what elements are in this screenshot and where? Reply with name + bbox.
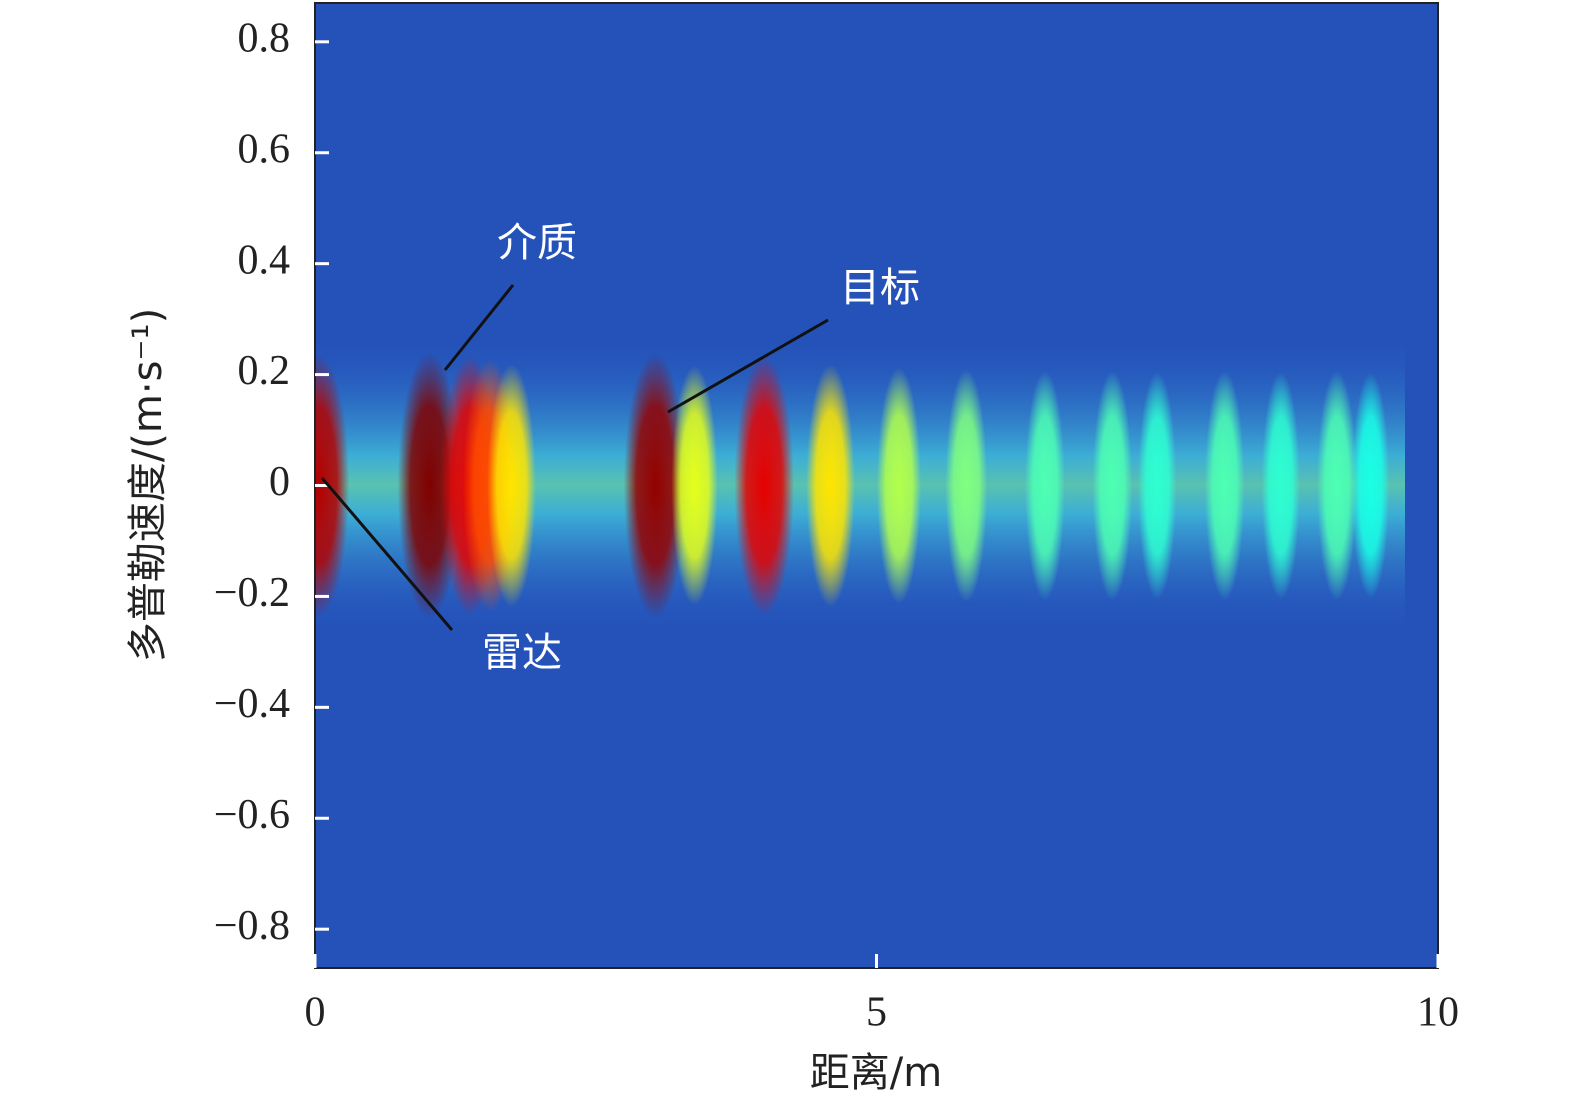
x-tick-label: 0 xyxy=(305,990,326,1036)
heat-stripe xyxy=(945,369,988,602)
annotation: 雷达 xyxy=(482,630,562,676)
annotation-leader xyxy=(320,477,454,631)
heat-stripe xyxy=(876,367,922,604)
heat-stripe xyxy=(315,354,350,617)
heat-stripe xyxy=(487,364,536,607)
heat-stripe xyxy=(1261,371,1301,600)
plot-area xyxy=(315,3,1438,968)
heat-stripe xyxy=(1204,370,1245,601)
annotation-leader xyxy=(443,284,515,371)
heat-stripe xyxy=(1138,371,1177,600)
y-tick-label: −0.2 xyxy=(214,570,290,616)
heat-stripe xyxy=(806,364,855,607)
heat-stripe xyxy=(1317,370,1357,601)
y-tick-label: 0.6 xyxy=(238,126,291,172)
y-axis-label: 多普勒速度/(m·s⁻¹) xyxy=(125,308,171,662)
annotation-leader xyxy=(667,318,829,414)
heat-stripe xyxy=(1351,372,1390,599)
y-tick-label: −0.4 xyxy=(214,681,290,727)
y-tick-label: 0.8 xyxy=(238,15,291,61)
heat-stripe xyxy=(1025,370,1065,601)
y-tick-label: 0 xyxy=(269,459,290,505)
y-tick-label: −0.8 xyxy=(214,903,290,949)
annotation: 介质 xyxy=(497,220,577,266)
heat-stripe xyxy=(671,365,718,606)
y-tick-label: 0.2 xyxy=(238,348,291,394)
heat-stripe xyxy=(1092,370,1133,601)
heat-stripe xyxy=(734,355,794,616)
x-tick-label: 5 xyxy=(866,990,887,1036)
x-axis-label: 距离/m xyxy=(810,1050,942,1096)
y-tick-label: 0.4 xyxy=(238,237,291,283)
heat-stripe xyxy=(623,353,687,618)
annotation: 目标 xyxy=(840,265,920,311)
y-tick-label: −0.6 xyxy=(214,792,290,838)
x-tick-label: 10 xyxy=(1417,990,1459,1036)
